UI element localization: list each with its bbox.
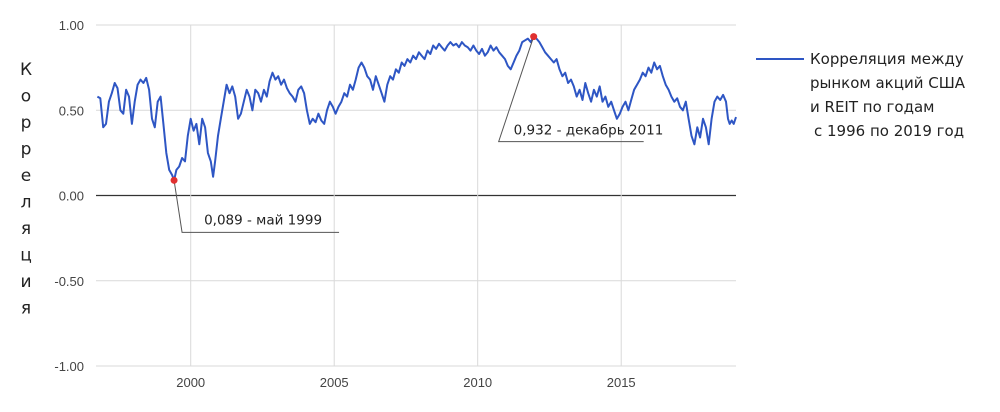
y-axis-label-char: е [21, 166, 31, 186]
y-tick-label: 1.00 [59, 18, 84, 33]
y-axis-label-char: я [21, 219, 31, 239]
y-axis-label-char: л [21, 193, 32, 213]
legend-text-line: и REIT по годам [810, 98, 934, 116]
annotation-marker-high [530, 33, 538, 41]
y-tick-label: -0.50 [54, 274, 84, 289]
x-tick-label: 2000 [176, 375, 205, 390]
series-line [96, 35, 737, 182]
grid-lines [96, 24, 736, 367]
y-tick-label: 0.00 [59, 189, 84, 204]
legend: Корреляция между рынком акций США и REIT п… [756, 50, 966, 140]
x-tick-label: 2015 [607, 375, 636, 390]
annotation-leader-high [497, 36, 644, 143]
annotation-label-low: 0,089 - май 1999 [204, 212, 322, 228]
y-axis-label-char: р [21, 140, 32, 160]
x-tick-label: 2005 [320, 375, 349, 390]
y-axis-label-char: ц [20, 246, 32, 266]
series-lines [96, 35, 737, 182]
legend-text-line: с 1996 по 2019 год [814, 122, 964, 140]
y-axis-label-char: К [20, 60, 32, 80]
annotation-marker-low [170, 176, 178, 184]
y-axis-label: Корреляция [20, 60, 32, 319]
y-tick-labels: 1.00 0.50 0.00 -0.50 -1.00 [54, 18, 84, 374]
x-tick-label: 2010 [463, 375, 492, 390]
annotation-label-high: 0,932 - декабрь 2011 [514, 123, 664, 139]
y-axis-label-char: я [21, 299, 31, 319]
legend-text-line: Корреляция между [810, 50, 964, 68]
annotations: 0,089 - май 1999 0,932 - декабрь 2011 [170, 33, 664, 233]
y-axis-label-char: р [21, 113, 32, 133]
y-tick-label: -1.00 [54, 359, 84, 374]
x-tick-labels: 2000 2005 2010 2015 [176, 375, 635, 390]
y-tick-label: 0.50 [59, 103, 84, 118]
y-axis-label-char: и [20, 272, 31, 292]
annotation-leader-low [173, 180, 340, 233]
legend-text-line: рынком акций США [810, 74, 966, 92]
y-axis-label-char: о [21, 87, 31, 107]
